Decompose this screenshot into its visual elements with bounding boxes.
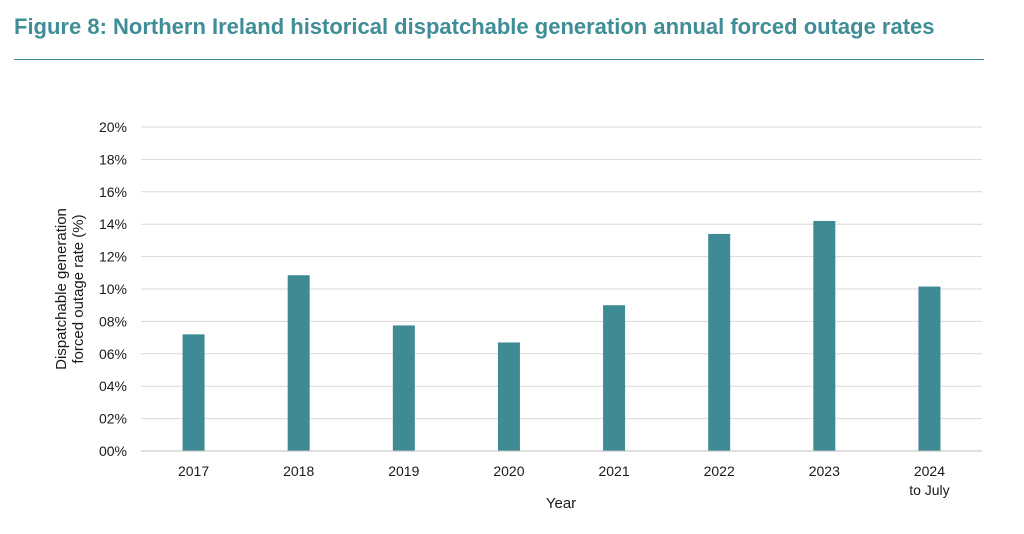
figure-title: Figure 8: Northern Ireland historical di…: [14, 14, 935, 39]
x-tick-label: 2018: [283, 463, 314, 479]
bar: [708, 233, 731, 451]
x-tick-label: 2017: [178, 463, 209, 479]
y-tick-label: 14%: [99, 216, 127, 232]
title-underline: [14, 59, 984, 60]
y-tick-label: 10%: [99, 281, 127, 297]
bars: [182, 220, 941, 451]
y-tick-label: 00%: [99, 443, 127, 459]
x-tick-label: 2022: [704, 463, 735, 479]
x-axis-title: Year: [546, 495, 576, 512]
bar: [287, 275, 310, 451]
y-tick-label: 12%: [99, 249, 127, 265]
y-tick-label: 06%: [99, 346, 127, 362]
x-tick-label: to July: [909, 482, 949, 498]
bar: [182, 334, 205, 451]
bar: [918, 286, 941, 451]
y-tick-label: 02%: [99, 411, 127, 427]
y-tick-label: 04%: [99, 378, 127, 394]
y-tick-label: 08%: [99, 313, 127, 329]
x-tick-label: 2020: [493, 463, 524, 479]
y-axis-title-line: Dispatchable generation: [53, 208, 70, 370]
y-tick-label: 18%: [99, 151, 127, 167]
y-axis-ticks: 00% 02% 04% 06% 08% 10% 12% 14% 16% 18% 20%: [99, 119, 127, 459]
x-tick-label: 2021: [598, 463, 629, 479]
bar: [497, 342, 520, 451]
y-tick-label: 16%: [99, 184, 127, 200]
x-axis-ticks: 2017 2018 2019 2020 2021 2022 2023 2024 to July: [178, 463, 950, 498]
gridlines: [141, 126, 982, 420]
y-axis-title-line: forced outage rate (%): [70, 214, 87, 363]
y-tick-label: 20%: [99, 119, 127, 135]
bar: [603, 305, 626, 451]
x-tick-label: 2024: [914, 463, 945, 479]
x-tick-label: 2023: [809, 463, 840, 479]
y-axis-title: Dispatchable generationforced outage rat…: [53, 208, 87, 370]
bar: [392, 325, 415, 451]
x-tick-label: 2019: [388, 463, 419, 479]
bar: [813, 220, 836, 451]
